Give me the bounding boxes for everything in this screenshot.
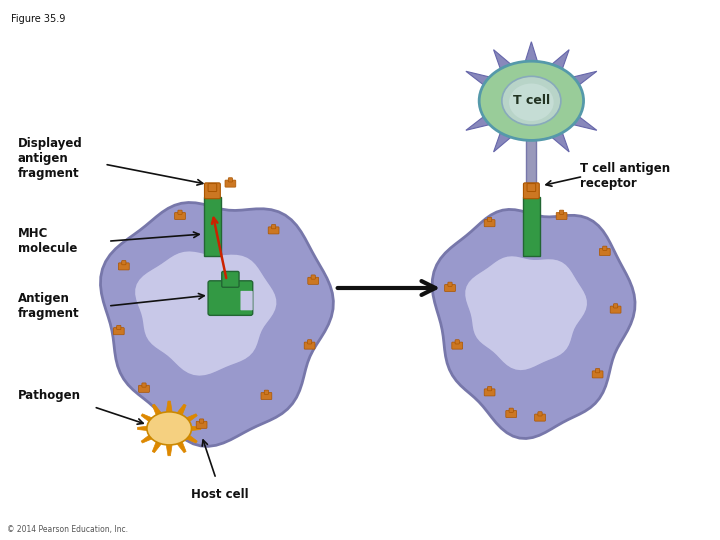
Polygon shape [191, 426, 201, 431]
Polygon shape [494, 130, 513, 152]
Polygon shape [166, 401, 172, 411]
Ellipse shape [480, 61, 584, 140]
FancyBboxPatch shape [307, 277, 318, 285]
FancyBboxPatch shape [208, 184, 217, 192]
FancyBboxPatch shape [523, 183, 539, 199]
FancyBboxPatch shape [142, 383, 146, 387]
Polygon shape [525, 42, 538, 64]
Polygon shape [153, 404, 161, 415]
FancyBboxPatch shape [444, 285, 456, 292]
Polygon shape [141, 414, 152, 422]
FancyBboxPatch shape [593, 371, 603, 378]
Polygon shape [141, 435, 152, 443]
FancyBboxPatch shape [178, 210, 182, 214]
FancyBboxPatch shape [559, 210, 564, 214]
Polygon shape [186, 435, 197, 443]
FancyBboxPatch shape [538, 411, 542, 416]
FancyBboxPatch shape [114, 328, 124, 335]
FancyBboxPatch shape [268, 227, 279, 234]
Polygon shape [138, 426, 148, 431]
FancyBboxPatch shape [611, 306, 621, 313]
FancyBboxPatch shape [595, 368, 600, 373]
Polygon shape [177, 442, 186, 453]
FancyBboxPatch shape [271, 225, 276, 229]
FancyBboxPatch shape [455, 340, 459, 344]
FancyBboxPatch shape [509, 408, 513, 413]
FancyBboxPatch shape [487, 387, 492, 391]
Polygon shape [570, 71, 597, 87]
FancyBboxPatch shape [122, 260, 126, 265]
Polygon shape [494, 50, 513, 71]
Polygon shape [549, 130, 569, 152]
FancyBboxPatch shape [448, 282, 452, 286]
FancyBboxPatch shape [556, 212, 567, 220]
FancyBboxPatch shape [487, 217, 492, 221]
Polygon shape [153, 442, 161, 453]
Text: Host cell: Host cell [191, 488, 248, 501]
Polygon shape [464, 255, 588, 371]
Polygon shape [549, 50, 569, 71]
FancyBboxPatch shape [311, 275, 315, 279]
Ellipse shape [147, 412, 192, 445]
Text: Antigen
fragment: Antigen fragment [18, 292, 80, 320]
FancyBboxPatch shape [261, 393, 272, 400]
Polygon shape [135, 251, 277, 376]
Text: T cell: T cell [513, 94, 550, 107]
Ellipse shape [509, 84, 554, 121]
FancyBboxPatch shape [264, 390, 269, 394]
FancyBboxPatch shape [204, 197, 221, 255]
Text: T cell antigen
receptor: T cell antigen receptor [580, 163, 670, 191]
Polygon shape [177, 404, 186, 415]
Ellipse shape [502, 76, 561, 125]
FancyBboxPatch shape [484, 220, 495, 227]
FancyBboxPatch shape [534, 414, 546, 421]
Polygon shape [570, 115, 597, 130]
FancyBboxPatch shape [196, 421, 207, 428]
Text: © 2014 Pearson Education, Inc.: © 2014 Pearson Education, Inc. [7, 525, 128, 534]
FancyBboxPatch shape [204, 183, 220, 199]
FancyBboxPatch shape [600, 248, 611, 255]
Polygon shape [466, 115, 492, 130]
FancyBboxPatch shape [118, 263, 130, 270]
Text: Pathogen: Pathogen [18, 389, 81, 402]
FancyBboxPatch shape [603, 246, 607, 251]
FancyBboxPatch shape [228, 178, 233, 182]
FancyBboxPatch shape [304, 342, 315, 349]
Polygon shape [166, 446, 172, 456]
Text: MHC
molecule: MHC molecule [18, 227, 77, 255]
FancyBboxPatch shape [208, 281, 253, 315]
FancyBboxPatch shape [199, 419, 204, 423]
Polygon shape [466, 71, 492, 87]
Polygon shape [186, 414, 197, 422]
Polygon shape [101, 202, 333, 447]
FancyBboxPatch shape [307, 340, 312, 344]
FancyBboxPatch shape [138, 385, 150, 393]
Text: Displayed
antigen
fragment: Displayed antigen fragment [18, 137, 83, 180]
FancyBboxPatch shape [523, 197, 540, 255]
FancyBboxPatch shape [452, 342, 462, 349]
FancyBboxPatch shape [240, 291, 253, 310]
FancyBboxPatch shape [222, 272, 239, 287]
Polygon shape [432, 210, 635, 438]
FancyBboxPatch shape [484, 389, 495, 396]
Text: Figure 35.9: Figure 35.9 [11, 15, 66, 24]
FancyBboxPatch shape [527, 184, 536, 192]
FancyBboxPatch shape [505, 410, 517, 417]
FancyBboxPatch shape [175, 212, 186, 220]
FancyBboxPatch shape [526, 111, 536, 183]
FancyBboxPatch shape [225, 180, 236, 187]
FancyBboxPatch shape [117, 325, 121, 329]
FancyBboxPatch shape [613, 303, 618, 308]
